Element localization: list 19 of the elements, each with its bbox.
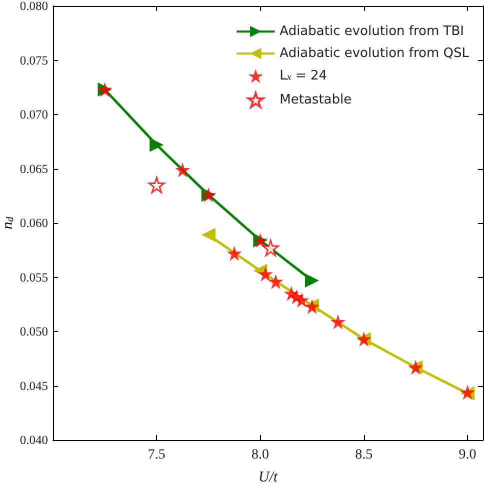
legend-label: Metastable <box>280 92 352 108</box>
x-tick-label: 8.0 <box>251 448 269 462</box>
y-tick-label: 0.065 <box>20 162 48 176</box>
x-tick-label: 7.5 <box>148 448 166 462</box>
y-axis-title: nd <box>0 216 16 230</box>
legend-label: Adiabatic evolution from TBI <box>280 24 464 39</box>
legend-label: Adiabatic evolution from QSL <box>280 46 470 61</box>
y-tick-label: 0.055 <box>20 270 48 284</box>
y-tick-label: 0.075 <box>20 53 48 68</box>
x-tick-label: 9.0 <box>458 448 476 462</box>
x-axis-title: U/t <box>258 470 278 486</box>
y-tick-label: 0.060 <box>20 216 48 230</box>
y-tick-label: 0.050 <box>20 324 48 338</box>
y-tick-label: 0.045 <box>20 378 48 393</box>
y-tick-label: 0.080 <box>20 0 48 13</box>
y-tick-label: 0.040 <box>20 433 48 447</box>
legend-label: Lx = 24 <box>280 68 328 84</box>
x-tick-label: 8.5 <box>355 448 373 462</box>
y-tick-label: 0.070 <box>20 108 48 122</box>
